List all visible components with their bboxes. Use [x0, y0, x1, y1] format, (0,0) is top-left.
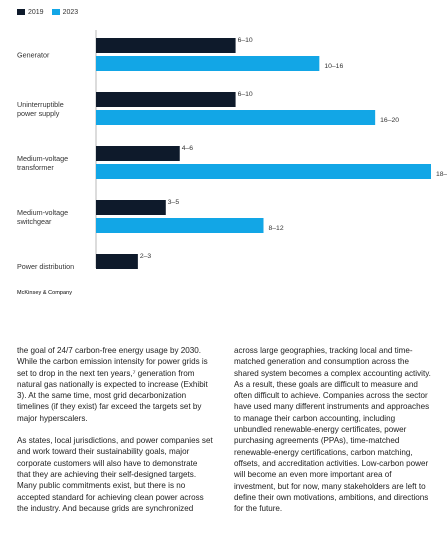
paragraph: across large geographies, tracking local… [234, 346, 431, 514]
bar-2023 [96, 218, 264, 233]
data-label: 3–5 [168, 199, 180, 206]
data-label: 6–10 [238, 91, 253, 98]
category-label: Generator [17, 51, 50, 60]
bar-2023 [96, 164, 431, 179]
data-label: 10–16 [324, 63, 343, 70]
bar-2019 [96, 92, 236, 107]
category-label: Medium-voltage [17, 154, 68, 163]
category-label: power supply [17, 109, 60, 118]
bar-2019 [96, 200, 166, 215]
category-label: Medium-voltage [17, 208, 68, 217]
category-label: transformer [17, 163, 54, 172]
lead-time-chart: Generator 6–10 10–16 Uninterruptible power s… [0, 22, 447, 272]
legend-item-2023: 2023 [51, 8, 79, 16]
legend-label-2023: 2023 [62, 8, 79, 16]
data-label: 6–10 [238, 37, 253, 44]
bar-2023 [96, 56, 320, 71]
bar-2023 [96, 110, 376, 125]
legend-label-2019: 2019 [28, 8, 44, 16]
category-label: units [17, 271, 33, 272]
paragraph: the goal of 24/7 carbon-free energy usag… [17, 346, 208, 423]
paragraph: As states, local jurisdictions, and powe… [17, 436, 213, 513]
legend-swatch-2023 [51, 9, 60, 15]
data-label: 18–24 [436, 171, 447, 178]
body-column-right: across large geographies, tracking local… [234, 345, 434, 525]
data-label: 2–3 [140, 253, 152, 260]
data-label: 4–6 [182, 145, 194, 152]
category-label: Power distribution [17, 262, 74, 271]
source-credit: McKinsey & Company [17, 290, 73, 296]
legend-swatch-2019 [17, 9, 25, 15]
chart-legend: 2019 2023 [17, 7, 86, 17]
legend-item-2019: 2019 [17, 9, 44, 16]
data-label: 8–12 [269, 225, 284, 232]
category-label: switchgear [17, 217, 52, 226]
bar-2019 [96, 254, 138, 269]
bar-2019 [96, 146, 180, 161]
data-label: 16–20 [380, 117, 399, 124]
category-label: Uninterruptible [17, 100, 64, 109]
body-column-left: the goal of 24/7 carbon-free energy usag… [17, 345, 213, 525]
bar-2019 [96, 38, 236, 53]
